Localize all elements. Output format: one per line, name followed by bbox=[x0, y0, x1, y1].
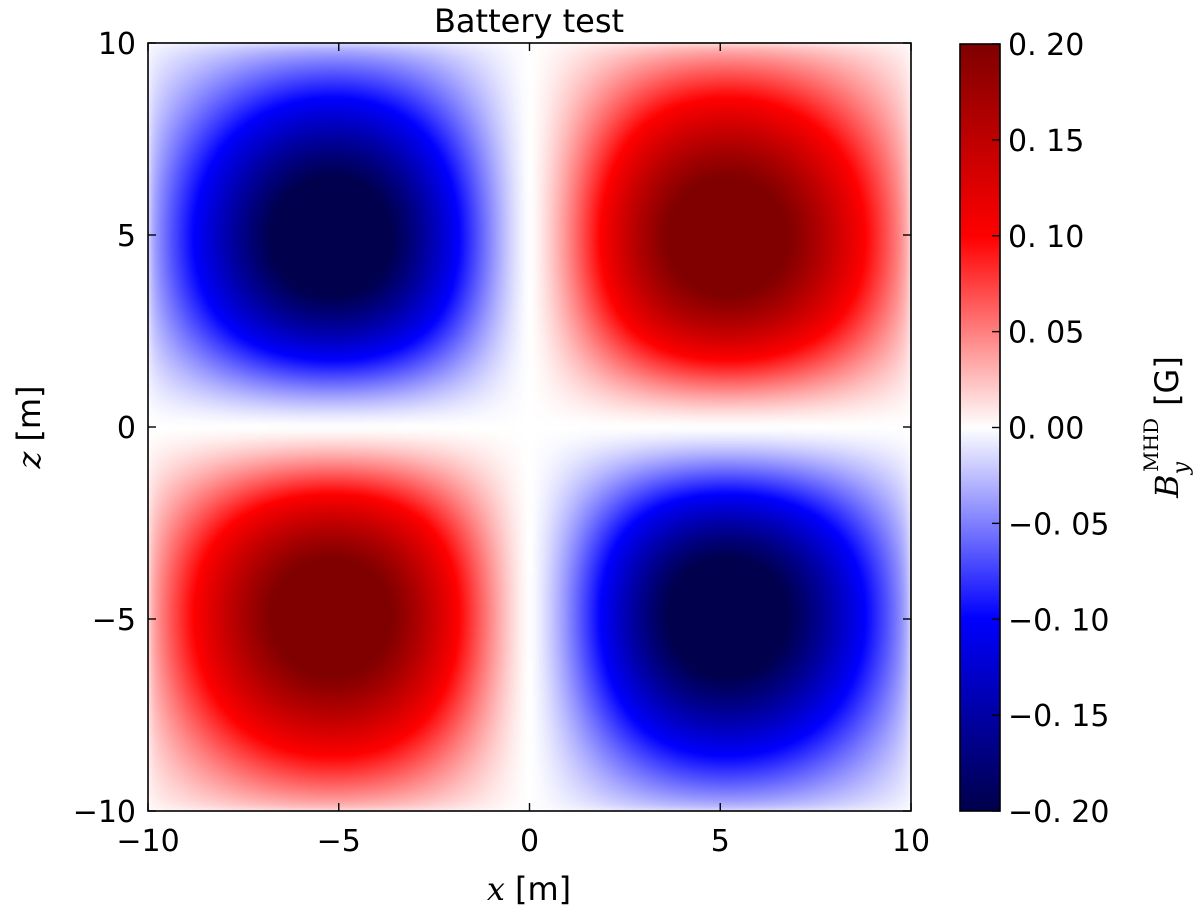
chart-title: Battery test bbox=[434, 2, 624, 40]
colorbar-tick-label: 0. 20 bbox=[1008, 28, 1084, 63]
y-tick-label: −10 bbox=[73, 795, 136, 830]
colorbar-label: By MHD [G] bbox=[1139, 356, 1194, 499]
x-tick-label: 5 bbox=[711, 824, 730, 859]
colorbar-superscript: MHD bbox=[1139, 418, 1163, 472]
y-tick-label: 0 bbox=[117, 411, 136, 446]
y-axis-label: z [m] bbox=[10, 386, 48, 470]
colorbar-tick-label: −0. 15 bbox=[1008, 699, 1109, 734]
colorbar-symbol: B bbox=[1148, 474, 1186, 499]
x-tick-label: 10 bbox=[892, 824, 930, 859]
colorbar-subscript: y bbox=[1169, 461, 1194, 475]
colorbar-tick-label: −0. 20 bbox=[1008, 795, 1109, 830]
x-axis: −10 −5 0 5 10 bbox=[116, 43, 930, 859]
y-tick-label: −5 bbox=[92, 603, 136, 638]
y-tick-label: 10 bbox=[98, 27, 136, 62]
y-axis-symbol: z bbox=[10, 451, 48, 470]
colorbar-axis: −0. 20 −0. 15 −0. 10 −0. 05 0. 00 0. 05 0. 10 0… bbox=[992, 28, 1109, 830]
x-tick-label: −5 bbox=[317, 824, 361, 859]
colorbar-tick-label: 0. 10 bbox=[1008, 220, 1084, 255]
x-tick-label: 0 bbox=[520, 824, 539, 859]
heatmap-area bbox=[148, 43, 911, 811]
x-axis-unit: [m] bbox=[515, 870, 571, 908]
y-axis: −10 −5 0 5 10 bbox=[73, 27, 911, 830]
colorbar-tick-label: 0. 00 bbox=[1008, 412, 1084, 447]
colorbar-tick-label: −0. 05 bbox=[1008, 507, 1109, 542]
colorbar-tick-label: 0. 05 bbox=[1008, 316, 1084, 351]
colorbar-unit: [G] bbox=[1148, 356, 1186, 406]
y-axis-unit: [m] bbox=[10, 386, 48, 442]
y-tick-label: 5 bbox=[117, 219, 136, 254]
x-axis-symbol: x bbox=[487, 870, 505, 908]
heatmap-image bbox=[148, 43, 911, 811]
x-axis-label: x [m] bbox=[487, 870, 571, 908]
x-tick-label: −10 bbox=[116, 824, 179, 859]
colorbar-tick-label: −0. 10 bbox=[1008, 603, 1109, 638]
colorbar-tick-label: 0. 15 bbox=[1008, 124, 1084, 159]
